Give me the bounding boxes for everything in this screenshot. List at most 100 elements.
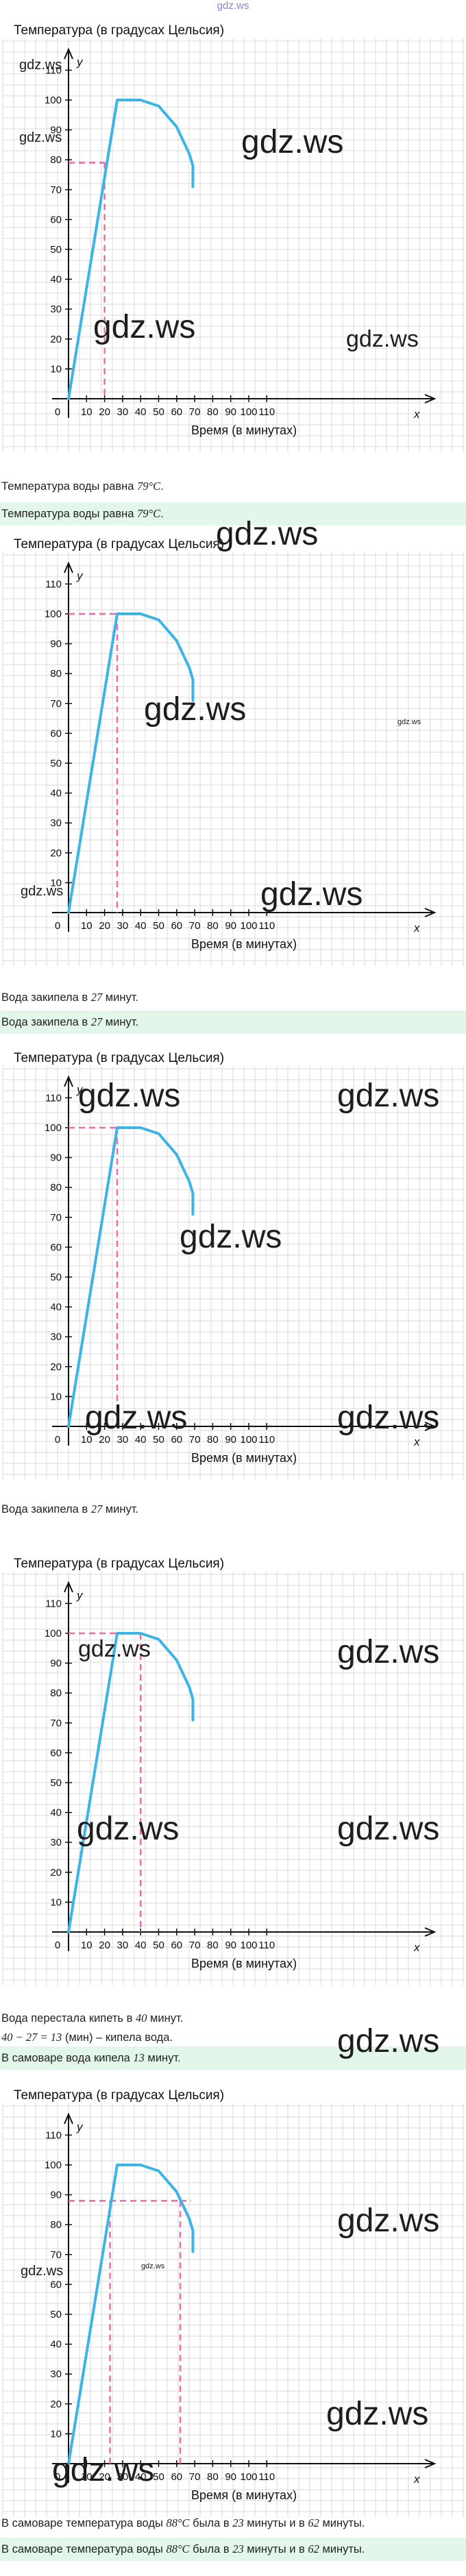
y-axis-arrow — [64, 561, 73, 573]
x-tick-label: 60 — [171, 406, 182, 418]
watermark: gdz.ws — [21, 2264, 64, 2279]
watermark: gdz.ws — [180, 1219, 282, 1255]
y-tick-label: 40 — [50, 2339, 62, 2351]
x-axis-arrow — [424, 1422, 437, 1431]
y-tick-label: 90 — [50, 1658, 62, 1670]
y-tick-label: 30 — [50, 304, 62, 315]
y-tick-label: 10 — [50, 363, 62, 375]
x-tick-label: 70 — [189, 2471, 201, 2483]
x-tick-label: 80 — [207, 1434, 219, 1446]
x-axis-label: Время (в минутах) — [191, 2488, 297, 2502]
x-tick-label: 100 — [240, 1940, 257, 1951]
y-tick-label: 20 — [50, 1361, 62, 1373]
x-tick-label: 90 — [225, 1940, 236, 1951]
y-tick-label: 50 — [50, 2309, 62, 2320]
watermark: gdz.ws — [346, 326, 419, 352]
graph-1: Температура (в градусах Цельсия) y x 0 10 20 3… — [0, 0, 466, 466]
answer-text-1-highlight: Температура воды равна 79°C. — [0, 502, 466, 525]
x-axis-arrow — [424, 394, 437, 404]
answer-text-5-highlight: В самоваре вода кипела 13 минут. — [0, 2046, 466, 2070]
x-axis-letter: x — [413, 1941, 420, 1954]
watermark: gdz.ws — [78, 1636, 151, 1662]
site-logo: gdz.ws — [217, 0, 249, 12]
x-tick-label: 70 — [189, 406, 201, 418]
watermark: gdz.ws — [141, 2262, 165, 2270]
grid — [2, 38, 464, 452]
temperature-curve — [67, 1632, 195, 1933]
temperature-curve — [67, 1126, 195, 1428]
y-tick-label: 80 — [50, 2219, 62, 2231]
graph-2-svg: Температура (в градусах Цельсия) y x 0 10 20 3… — [2, 537, 464, 966]
chart-title: Температура (в градусах Цельсия) — [14, 1557, 224, 1571]
answer-text-3: Вода закипела в 27 минут. — [1, 1502, 139, 1515]
origin-label: 0 — [55, 2471, 60, 2483]
y-tick-label: 30 — [50, 1331, 62, 1343]
x-tick-label: 50 — [153, 1434, 164, 1446]
y-tick-label: 30 — [50, 2368, 62, 2380]
y-tick-label: 30 — [50, 1837, 62, 1848]
graph-4: Температура (в градусах Цельсия) y x 0 10 20 3… — [0, 1533, 466, 1999]
x-tick-label: 10 — [81, 920, 93, 932]
x-axis-arrow — [424, 1927, 437, 1937]
answer-text-6: В самоваре температура воды 88°C была в … — [1, 2516, 365, 2529]
y-tick-label: 90 — [50, 125, 62, 136]
y-tick-label: 90 — [50, 2190, 62, 2201]
y-tick-label: 90 — [50, 639, 62, 650]
watermark: gdz.ws — [260, 876, 363, 913]
answer-text-1: Температура воды равна 79°C. — [1, 480, 164, 493]
x-tick-label: 40 — [135, 1940, 147, 1951]
x-tick-label: 70 — [189, 920, 201, 932]
y-tick-label: 20 — [50, 2399, 62, 2410]
x-tick-label: 30 — [117, 406, 129, 418]
x-tick-label: 40 — [135, 920, 147, 932]
watermark: gdz.ws — [19, 130, 62, 145]
graph-3-svg: Температура (в градусах Цельсия) y x 0 10 20 3… — [2, 1051, 464, 1480]
answer-text-2-highlight: Вода закипела в 27 минут. — [0, 1011, 466, 1034]
y-tick-label: 80 — [50, 1182, 62, 1193]
y-tick-label: 110 — [45, 578, 62, 590]
x-tick-label: 60 — [171, 1434, 182, 1446]
answer-text-2: Вода закипела в 27 минут. — [1, 991, 139, 1004]
x-axis-label: Время (в минутах) — [191, 1451, 297, 1465]
graph-4-svg: Температура (в градусах Цельсия) y x 0 10 20 3… — [2, 1557, 464, 1985]
temperature-curve — [67, 99, 195, 400]
graph-3: Температура (в градусах Цельсия) y x 0 10 20 3… — [0, 1028, 466, 1494]
watermark: gdz.ws — [216, 516, 319, 552]
x-tick-label: 110 — [258, 1940, 275, 1951]
y-tick-label: 40 — [50, 274, 62, 286]
y-tick-label: 50 — [50, 244, 62, 256]
y-tick-label: 80 — [50, 1687, 62, 1699]
y-axis-letter: y — [76, 1083, 84, 1096]
y-tick-label: 110 — [45, 1092, 62, 1104]
watermark: gdz.ws — [241, 124, 344, 160]
y-axis-arrow — [64, 2112, 73, 2125]
x-tick-label: 60 — [171, 920, 182, 932]
y-tick-label: 10 — [50, 877, 62, 889]
answer-text-4: Вода перестала кипеть в 40 минут. — [1, 2011, 184, 2024]
graph-2: Температура (в градусах Цельсия) y x 0 10 20 3… — [0, 514, 466, 980]
y-tick-label: 40 — [50, 788, 62, 800]
watermark: gdz.ws — [337, 1634, 440, 1670]
grid — [2, 1572, 464, 1985]
graph-5-svg: Температура (в градусах Цельсия) y x 0 10 20 3… — [2, 2088, 464, 2517]
y-tick-label: 110 — [45, 64, 62, 76]
x-tick-label: 20 — [99, 2471, 110, 2483]
x-tick-label: 80 — [207, 920, 219, 932]
x-tick-label: 90 — [225, 1434, 236, 1446]
watermark: gdz.ws — [337, 1078, 440, 1114]
chart-title: Температура (в градусах Цельсия) — [14, 2088, 224, 2103]
x-tick-label: 90 — [225, 406, 236, 418]
x-tick-label: 30 — [117, 1434, 129, 1446]
x-axis-label: Время (в минутах) — [191, 1957, 297, 1970]
watermark: gdz.ws — [144, 691, 247, 728]
x-axis-letter: x — [413, 921, 420, 934]
x-axis-letter: x — [413, 2473, 420, 2486]
y-axis-arrow — [64, 47, 73, 60]
x-tick-label: 90 — [225, 920, 236, 932]
y-tick-label: 70 — [50, 2249, 62, 2261]
x-tick-label: 10 — [81, 406, 93, 418]
y-tick-label: 100 — [45, 1628, 62, 1639]
y-axis-letter: y — [76, 2120, 84, 2133]
x-axis-label: Время (в минутах) — [191, 423, 297, 437]
y-tick-label: 70 — [50, 698, 62, 710]
